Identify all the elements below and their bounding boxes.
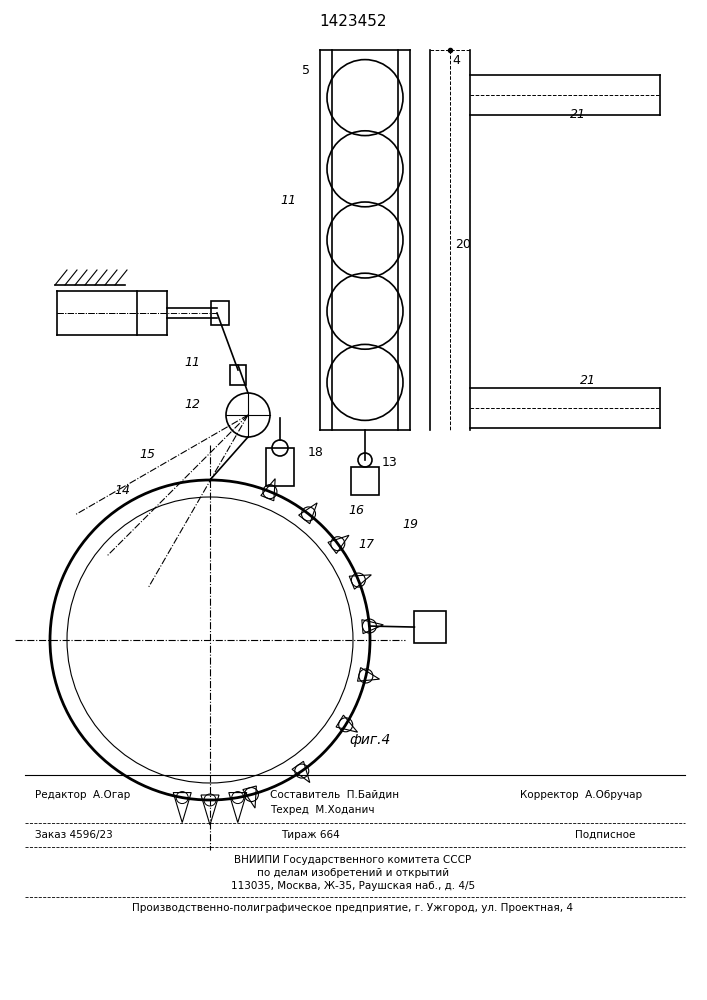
Text: 11: 11 [184,356,200,368]
Bar [351,467,379,495]
Text: 11: 11 [280,194,296,207]
Text: 17: 17 [358,538,374,552]
Text: фиг.4: фиг.4 [349,733,391,747]
Text: 16: 16 [348,504,364,516]
Text: Производственно-полиграфическое предприятие, г. Ужгород, ул. Проектная, 4: Производственно-полиграфическое предприя… [132,903,573,913]
Text: 20: 20 [455,238,471,251]
Text: Заказ 4596/23: Заказ 4596/23 [35,830,112,840]
Bar [266,448,294,486]
Text: 19: 19 [402,518,418,532]
Text: по делам изобретений и открытий: по делам изобретений и открытий [257,868,449,878]
Text: Подписное: Подписное [575,830,636,840]
Text: 12: 12 [184,398,200,412]
Bar [211,301,229,325]
Text: 113035, Москва, Ж-35, Раушская наб., д. 4/5: 113035, Москва, Ж-35, Раушская наб., д. … [231,881,475,891]
Text: 5: 5 [302,64,310,77]
Text: 21: 21 [580,373,596,386]
Text: 4: 4 [452,53,460,66]
Bar [414,611,446,643]
Text: Редактор  А.Огар: Редактор А.Огар [35,790,130,800]
Text: 13: 13 [382,456,398,468]
Text: ВНИИПИ Государственного комитета СССР: ВНИИПИ Государственного комитета СССР [235,855,472,865]
Text: 15: 15 [139,448,155,462]
Bar [230,365,246,385]
Text: Корректор  А.Обручар: Корректор А.Обручар [520,790,642,800]
Text: 18: 18 [308,446,324,458]
Text: Техред  М.Ходанич: Техред М.Ходанич [270,805,375,815]
Text: Тираж 664: Тираж 664 [281,830,339,840]
Text: 14: 14 [114,484,130,496]
Text: 21: 21 [570,108,586,121]
Text: Составитель  П.Байдин: Составитель П.Байдин [270,790,399,800]
Text: 1423452: 1423452 [320,14,387,29]
